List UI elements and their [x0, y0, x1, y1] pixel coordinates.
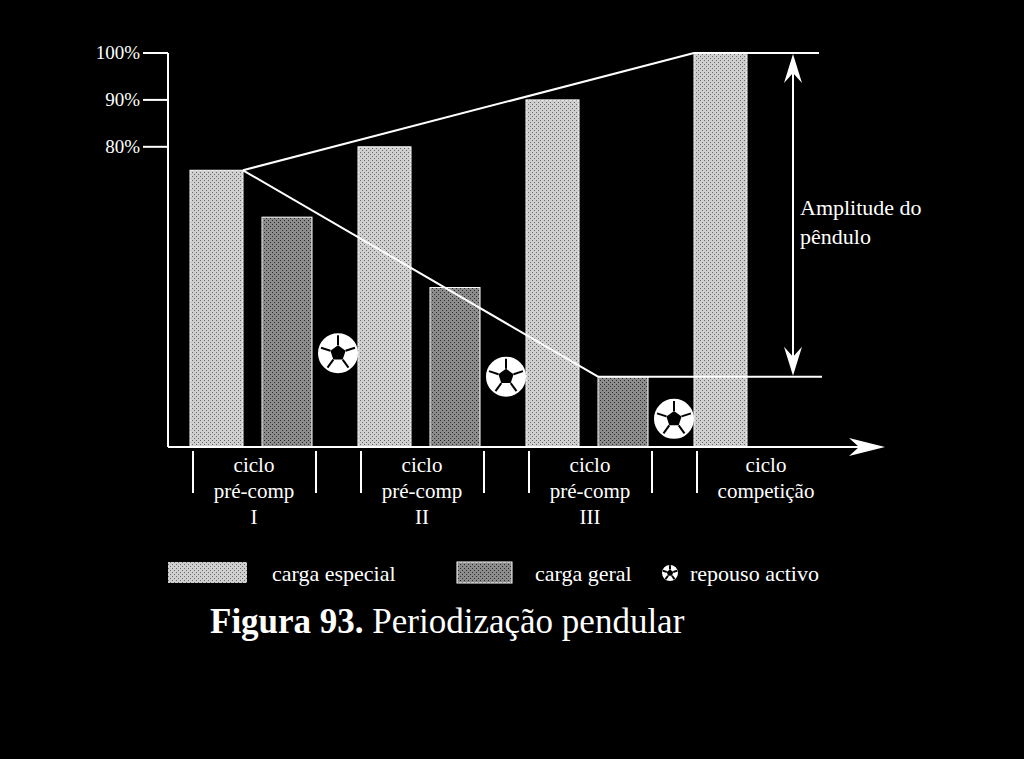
rest-marker	[653, 398, 695, 440]
arrow-shaft	[792, 57, 794, 373]
label-line: III	[580, 505, 601, 529]
ball-seam	[489, 371, 498, 374]
upper-trend	[243, 53, 694, 170]
y-tick	[143, 146, 168, 148]
legend-label: carga especial	[272, 561, 396, 586]
category-bracket	[696, 451, 698, 493]
category-bracket	[483, 451, 485, 493]
ball-seam	[666, 576, 668, 579]
legend-swatch	[457, 562, 512, 583]
label-line: II	[415, 505, 429, 529]
legend-label: carga geral	[535, 561, 632, 586]
chart-svg: 80%90%100%ciclopré-compIciclopré-compIIc…	[0, 0, 1024, 759]
y-axis	[167, 53, 169, 447]
category-bracket	[528, 451, 530, 493]
lower-ref-line	[598, 376, 822, 378]
bar-general	[262, 217, 312, 447]
label-line: pré-comp	[382, 479, 462, 503]
y-tick-label: 100%	[96, 42, 141, 63]
title: Figura 93. Periodização pendular	[210, 602, 685, 641]
ball-seam	[657, 413, 666, 416]
ball-seam	[337, 335, 339, 345]
ball-patch	[330, 345, 345, 359]
ball-circle	[653, 398, 695, 440]
category-bracket	[192, 451, 194, 493]
label-line: ciclo	[402, 453, 443, 477]
lower-trend	[243, 170, 598, 376]
ball-circle	[485, 356, 527, 398]
label-line: pré-comp	[550, 479, 630, 503]
category-bracket	[315, 451, 317, 493]
x-tick-label: ciclopré-compII	[382, 453, 462, 529]
x-tick-label: ciclopré-compIII	[550, 453, 630, 529]
rest-marker	[317, 332, 359, 374]
ball-circle	[661, 564, 679, 582]
rest-marker	[661, 564, 679, 582]
label-line: I	[251, 505, 258, 529]
x-axis	[168, 446, 873, 448]
bar-special	[190, 170, 243, 447]
y-tick-label: 90%	[105, 89, 140, 110]
ball-seam	[679, 425, 685, 433]
y-tick	[143, 52, 168, 54]
ball-patch	[666, 411, 681, 425]
upper-ref-line	[694, 52, 819, 54]
annotation: Amplitude do pêndulo	[800, 195, 922, 249]
legend-swatch	[168, 562, 247, 583]
annotation-line: pêndulo	[800, 224, 871, 249]
ball-seam	[663, 571, 667, 572]
ball-patch	[667, 570, 674, 576]
arrow-head	[784, 54, 802, 83]
ball-seam	[321, 348, 330, 351]
ball-seam	[346, 348, 355, 351]
ball-seam	[682, 413, 691, 416]
ball-seam	[514, 371, 523, 374]
bar-general	[430, 288, 480, 447]
ball-seam	[673, 571, 677, 572]
ball-seam	[673, 401, 675, 411]
chart-root: 80%90%100%ciclopré-compIciclopré-compIIc…	[0, 0, 1024, 759]
x-tick-label: ciclocompetição	[718, 453, 815, 503]
legend: carga especial carga geral repouso activo	[168, 561, 819, 586]
plot-area	[190, 53, 822, 447]
ball-seam	[672, 576, 674, 579]
label-line: ciclo	[570, 453, 611, 477]
ball-patch	[498, 369, 513, 383]
arrow-head	[784, 347, 802, 376]
ball-seam	[343, 360, 349, 368]
bar-general	[598, 377, 648, 447]
ball-seam	[664, 425, 670, 433]
ball-seam	[511, 383, 517, 391]
bar-special	[526, 100, 579, 447]
bar-special	[694, 53, 747, 447]
rest-marker	[485, 356, 527, 398]
ball-seam	[328, 360, 334, 368]
x-axis-arrow	[849, 438, 885, 456]
x-tick-label: ciclopré-compI	[214, 453, 294, 529]
legend-label: repouso activo	[690, 561, 819, 586]
title-part: Figura 93.	[210, 602, 364, 641]
ball-circle	[317, 332, 359, 374]
label-line: ciclo	[234, 453, 275, 477]
bar-special	[358, 147, 411, 447]
category-bracket	[360, 451, 362, 493]
ball-seam	[669, 565, 671, 569]
annotation-line: Amplitude do	[800, 195, 922, 220]
y-tick-label: 80%	[105, 136, 140, 157]
y-tick	[143, 99, 168, 101]
page: {"chart_data": { "type": "bar", "title":…	[0, 0, 1024, 759]
ball-seam	[505, 359, 507, 369]
label-line: pré-comp	[214, 479, 294, 503]
label-line: ciclo	[746, 453, 787, 477]
background	[0, 0, 1024, 759]
label-line: competição	[718, 479, 815, 503]
title-part: Periodização pendular	[364, 602, 685, 641]
category-bracket	[651, 451, 653, 493]
ball-seam	[496, 383, 502, 391]
